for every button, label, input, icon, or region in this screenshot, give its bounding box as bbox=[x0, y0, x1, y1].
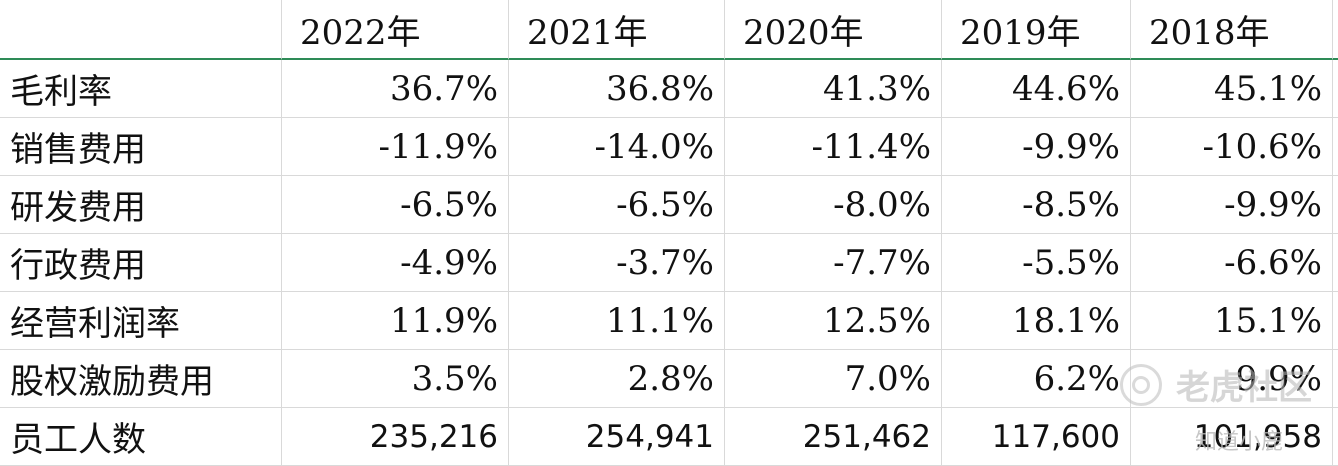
watermark-author-text: 知道小鹿 bbox=[1195, 430, 1284, 455]
table-cell: 36.8% bbox=[509, 60, 725, 118]
row-edge-cell bbox=[1333, 118, 1338, 176]
table-cell: 36.7% bbox=[282, 60, 509, 118]
table-cell: 45.1% bbox=[1131, 60, 1333, 118]
table-cell: -7.7% bbox=[725, 234, 942, 292]
table-cell: 15.1% bbox=[1131, 292, 1333, 350]
table-cell: -3.7% bbox=[509, 234, 725, 292]
table-cell: 12.5% bbox=[725, 292, 942, 350]
table-cell: 44.6% bbox=[942, 60, 1131, 118]
table-cell: -5.5% bbox=[942, 234, 1131, 292]
row-label-stock-compensation: 股权激励费用 bbox=[0, 350, 282, 408]
header-corner-cell bbox=[0, 0, 282, 60]
header-year-2022: 2022年 bbox=[282, 0, 509, 60]
table-cell: -11.4% bbox=[725, 118, 942, 176]
row-label-rd-expense: 研发费用 bbox=[0, 176, 282, 234]
row-edge-cell bbox=[1333, 408, 1338, 466]
header-year-2019: 2019年 bbox=[942, 0, 1131, 60]
row-label-operating-margin: 经营利润率 bbox=[0, 292, 282, 350]
table-cell: -6.5% bbox=[282, 176, 509, 234]
table-cell: -14.0% bbox=[509, 118, 725, 176]
header-year-2021: 2021年 bbox=[509, 0, 725, 60]
row-edge-cell bbox=[1333, 234, 1338, 292]
table-cell: 235,216 bbox=[282, 408, 509, 466]
table-cell: 18.1% bbox=[942, 292, 1131, 350]
table-cell: -6.5% bbox=[509, 176, 725, 234]
table-cell: -8.5% bbox=[942, 176, 1131, 234]
row-label-employee-count: 员工人数 bbox=[0, 408, 282, 466]
table-cell: 254,941 bbox=[509, 408, 725, 466]
row-edge-cell bbox=[1333, 176, 1338, 234]
header-year-2018: 2018年 bbox=[1131, 0, 1333, 60]
table-cell: 3.5% bbox=[282, 350, 509, 408]
table-cell: -11.9% bbox=[282, 118, 509, 176]
table-cell: 251,462 bbox=[725, 408, 942, 466]
table-cell: -9.9% bbox=[942, 118, 1131, 176]
table-cell: 41.3% bbox=[725, 60, 942, 118]
table-cell: 2.8% bbox=[509, 350, 725, 408]
row-edge-cell bbox=[1333, 292, 1338, 350]
row-edge-cell bbox=[1333, 350, 1338, 408]
row-label-sales-expense: 销售费用 bbox=[0, 118, 282, 176]
table-cell: -8.0% bbox=[725, 176, 942, 234]
row-edge-cell bbox=[1333, 60, 1338, 118]
row-label-gross-margin: 毛利率 bbox=[0, 60, 282, 118]
table-cell: -6.6% bbox=[1131, 234, 1333, 292]
header-year-2020: 2020年 bbox=[725, 0, 942, 60]
table-cell: 7.0% bbox=[725, 350, 942, 408]
table-cell: 9.9% bbox=[1131, 350, 1333, 408]
table-cell: 117,600 bbox=[942, 408, 1131, 466]
table-cell: 6.2% bbox=[942, 350, 1131, 408]
table-cell: -9.9% bbox=[1131, 176, 1333, 234]
table-cell: -4.9% bbox=[282, 234, 509, 292]
row-label-admin-expense: 行政费用 bbox=[0, 234, 282, 292]
table-cell: -10.6% bbox=[1131, 118, 1333, 176]
header-edge-cell bbox=[1333, 0, 1338, 60]
table-cell: 11.1% bbox=[509, 292, 725, 350]
table-cell: 11.9% bbox=[282, 292, 509, 350]
